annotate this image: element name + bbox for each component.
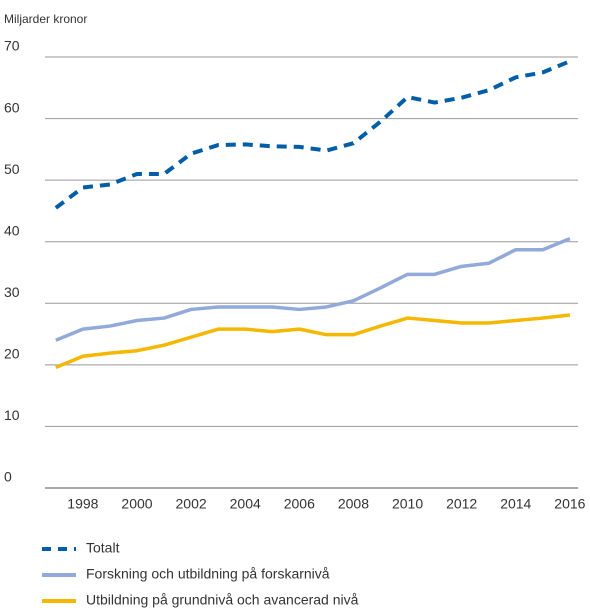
y-tick-label: 40 <box>4 222 20 238</box>
y-tick-label: 50 <box>4 161 20 177</box>
y-tick-label: 10 <box>4 407 20 423</box>
y-tick-label: 70 <box>4 38 20 54</box>
y-tick-label: 30 <box>4 284 20 300</box>
x-tick-label: 2004 <box>230 496 261 512</box>
y-axis-label: Miljarder kronor <box>4 12 87 26</box>
legend-label: Utbildning på grundnivå och avancerad ni… <box>86 592 359 608</box>
x-tick-label: 2000 <box>121 496 152 512</box>
x-tick-label: 2006 <box>284 496 315 512</box>
series-line <box>55 237 571 342</box>
series-line <box>55 313 571 369</box>
x-tick-label: 2014 <box>500 496 531 512</box>
legend-label: Totalt <box>86 540 120 556</box>
y-tick-label: 0 <box>4 469 12 485</box>
x-tick-label: 1998 <box>67 496 98 512</box>
legend-label: Forskning och utbildning på forskarnivå <box>86 566 330 582</box>
x-tick-label: 2010 <box>392 496 423 512</box>
x-tick-label: 2012 <box>446 496 477 512</box>
y-tick-label: 60 <box>4 99 20 115</box>
x-tick-label: 2016 <box>554 496 585 512</box>
y-tick-label: 20 <box>4 346 20 362</box>
x-tick-label: 2002 <box>176 496 207 512</box>
x-tick-label: 2008 <box>338 496 369 512</box>
series-line <box>54 59 571 210</box>
